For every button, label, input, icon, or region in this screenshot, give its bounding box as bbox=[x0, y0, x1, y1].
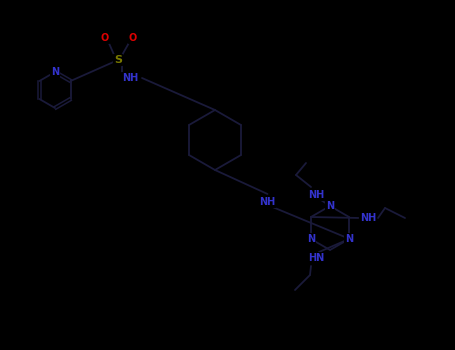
Text: NH: NH bbox=[360, 213, 376, 223]
Text: N: N bbox=[345, 234, 353, 244]
Text: N: N bbox=[307, 234, 315, 244]
Text: O: O bbox=[129, 33, 137, 43]
Text: N: N bbox=[51, 67, 59, 77]
Text: NH: NH bbox=[308, 190, 324, 200]
Text: NH: NH bbox=[259, 197, 276, 207]
Text: NH: NH bbox=[122, 73, 138, 83]
Text: S: S bbox=[114, 55, 122, 65]
Text: HN: HN bbox=[308, 253, 324, 263]
Text: O: O bbox=[101, 33, 109, 43]
Text: N: N bbox=[326, 201, 334, 211]
